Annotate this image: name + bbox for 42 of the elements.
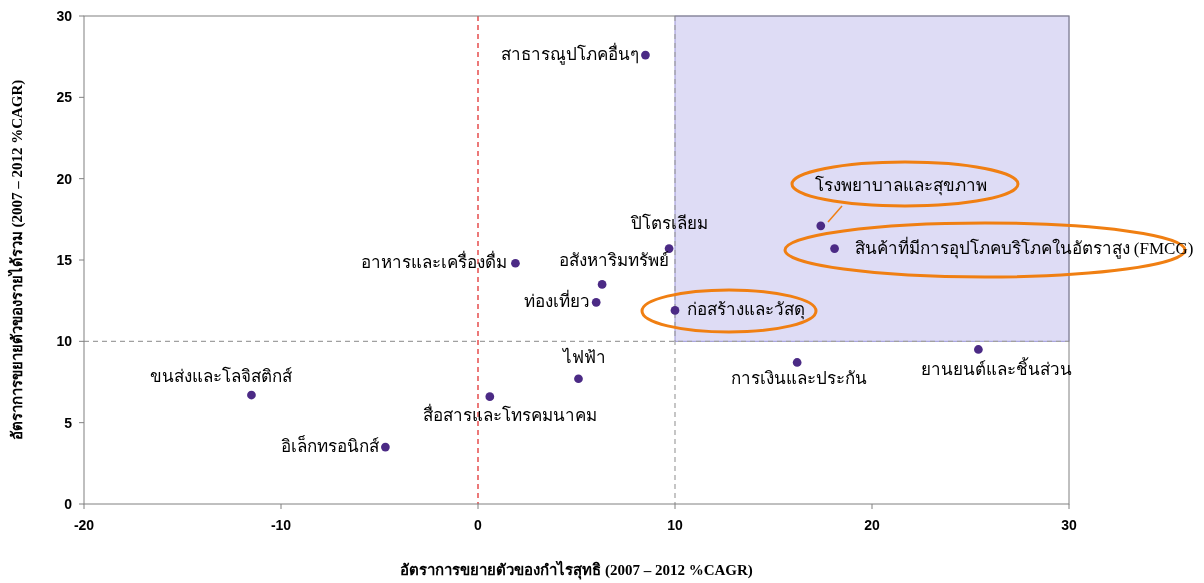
y-axis-title: อัตราการขยายตัวของรายได้รวม (2007 – 2012 %CAGR)	[7, 79, 26, 441]
annotation: อาหารและเครื่องดื่ม	[361, 250, 508, 273]
y-tick-label: 20	[56, 170, 73, 187]
point	[574, 374, 583, 384]
point	[664, 244, 674, 253]
annotation: สื่อสารและโทรคมนาคม	[422, 402, 597, 425]
x-tick-label: -10	[270, 517, 292, 533]
x-tick-label: 0	[474, 517, 483, 533]
x-tick-label: -20	[73, 517, 95, 533]
y-tick-label: 5	[64, 414, 73, 431]
point	[591, 297, 601, 307]
x-axis-title: อัตราการขยายตัวของกำไรสุทธิ (2007 – 2012 %CAGR)	[400, 560, 753, 580]
x-tick-label: 10	[667, 517, 683, 533]
annotation: การเงินและประกัน	[731, 369, 868, 389]
x-tick-label: 20	[864, 517, 880, 533]
annotation: โรงพยาบาลและสุขภาพ	[814, 174, 987, 196]
annotation: ท่องเที่ยว	[524, 289, 591, 312]
y-tick-label: 25	[56, 89, 73, 106]
y-tick-label: 0	[64, 496, 73, 512]
point	[597, 280, 607, 289]
annotation: ขนส่งและโลจิสติกส์	[150, 366, 294, 387]
annotation: ยานยนต์และชิ้นส่วน	[920, 357, 1072, 380]
point	[830, 244, 839, 253]
point	[511, 258, 520, 268]
point	[670, 306, 680, 315]
annotation: อิเล็กทรอนิกส์	[281, 435, 381, 457]
point	[816, 221, 826, 231]
point	[381, 442, 390, 452]
annotation: สาธารณูปโภคอื่นๆ	[501, 42, 640, 66]
point	[792, 358, 802, 367]
annotation: อสังหาริมทรัพย์	[559, 251, 670, 271]
point	[641, 50, 650, 60]
annotation: ไฟฟ้า	[560, 346, 606, 367]
y-tick-label: 30	[56, 8, 73, 24]
y-tick-label: 10	[56, 333, 73, 350]
point	[247, 390, 256, 400]
annotation: ปิโตรเลียม	[629, 212, 708, 233]
y-tick-label: 15	[56, 252, 73, 268]
annotation: ก่อสร้างและวัสดุ	[687, 300, 805, 321]
point	[974, 345, 983, 354]
x-tick-label: 30	[1061, 517, 1077, 533]
point	[485, 392, 495, 401]
